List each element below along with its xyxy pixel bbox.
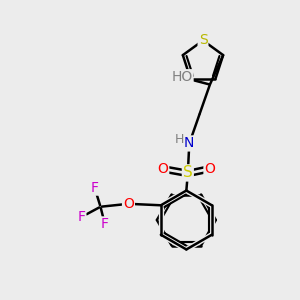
Text: N: N: [184, 136, 194, 150]
Text: F: F: [91, 181, 99, 195]
Text: HO: HO: [171, 70, 193, 84]
Text: O: O: [158, 162, 168, 176]
Text: H: H: [174, 134, 184, 146]
Text: O: O: [123, 197, 134, 211]
Text: F: F: [77, 210, 86, 224]
Text: S: S: [199, 34, 207, 47]
Text: O: O: [205, 162, 215, 176]
Text: S: S: [183, 165, 193, 180]
Text: F: F: [101, 218, 109, 231]
